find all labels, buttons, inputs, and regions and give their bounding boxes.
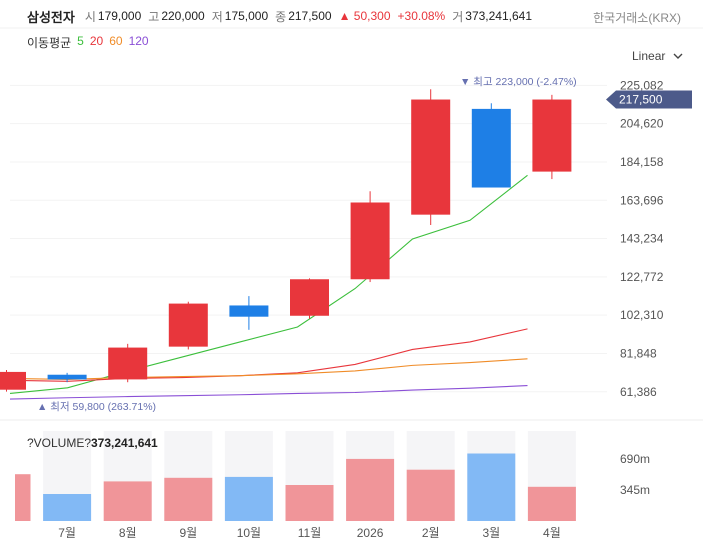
ma-legend[interactable]: 이동평균 5 20 60 120	[27, 34, 149, 51]
volume-tick-label: 345m	[620, 483, 650, 497]
price-header: 삼성전자 시 179,000 고 220,000 저 175,000 종 217…	[27, 7, 539, 25]
change-percent: +30.08%	[397, 9, 446, 23]
candle-body	[47, 374, 87, 380]
ma-legend-60[interactable]: 60	[109, 34, 123, 48]
x-tick-label: 10월	[237, 526, 261, 540]
y-tick-label: 204,620	[620, 117, 664, 131]
open-label: 시	[84, 9, 96, 24]
low-annotation: ▲ 최저 59,800 (263.71%)	[37, 401, 156, 413]
low-value: 175,000	[224, 9, 269, 23]
high-annotation: ▼ 최고 223,000 (-2.47%)	[460, 76, 577, 88]
candle-body	[532, 99, 572, 172]
high-value: 220,000	[161, 9, 205, 23]
volume-bar	[43, 494, 92, 521]
ma-legend-120[interactable]: 120	[128, 34, 149, 48]
volume-bar	[164, 477, 213, 521]
x-tick-label: 11월	[298, 526, 322, 540]
last-price-label: 217,500	[619, 93, 663, 107]
volume-bar	[346, 458, 395, 521]
chevron-down-icon	[673, 53, 683, 59]
x-tick-label: 2026	[357, 526, 384, 540]
candle-body	[290, 279, 329, 316]
scale-dropdown-label: Linear	[632, 49, 666, 63]
candle-body	[108, 347, 148, 380]
y-tick-label: 163,696	[620, 193, 664, 207]
volume-bar	[103, 481, 152, 521]
volume-bar	[224, 476, 273, 521]
candle-body	[168, 303, 208, 347]
volume-bar	[467, 453, 516, 521]
candle-body	[0, 371, 26, 390]
candle-body	[350, 202, 390, 280]
ma-line-ma120	[9, 385, 528, 400]
open-value: 179,000	[97, 9, 142, 23]
ma-line-ma60	[9, 358, 528, 380]
close-value: 217,500	[288, 9, 332, 23]
volume-value: 373,241,641	[465, 9, 533, 23]
ma-legend-20[interactable]: 20	[89, 34, 104, 48]
volume-pane-label: ?VOLUME?	[27, 436, 91, 450]
volume-bar	[527, 486, 576, 521]
volume-label: 거	[452, 9, 464, 24]
volume-bar	[285, 485, 334, 521]
low-label: 저	[211, 9, 223, 24]
stock-name: 삼성전자	[27, 9, 75, 25]
volume-bar	[15, 474, 31, 521]
y-tick-label: 81,848	[620, 346, 657, 360]
change-value: ▲ 50,300	[338, 9, 391, 23]
x-tick-label: 8월	[119, 526, 137, 540]
y-tick-label: 143,234	[620, 232, 664, 246]
volume-tick-label: 690m	[620, 452, 650, 466]
y-tick-label: 102,310	[620, 308, 664, 322]
candle-body	[229, 305, 269, 317]
candle-body	[471, 108, 511, 188]
x-tick-label: 2월	[422, 526, 440, 540]
x-tick-label: 9월	[179, 526, 197, 540]
y-tick-label: 225,082	[620, 78, 664, 92]
high-label: 고	[148, 9, 160, 24]
y-tick-label: 122,772	[620, 270, 664, 284]
x-tick-label: 3월	[482, 526, 500, 540]
scale-dropdown[interactable]: Linear	[632, 49, 683, 63]
volume-bar	[406, 469, 455, 521]
ma-legend-title: 이동평균	[27, 36, 72, 50]
y-tick-label: 61,386	[620, 385, 657, 399]
y-tick-label: 184,158	[620, 155, 664, 169]
exchange-name: 한국거래소(KRX)	[593, 11, 681, 25]
volume-pane-value: 373,241,641	[91, 436, 158, 450]
x-tick-label: 7월	[58, 526, 76, 540]
close-label: 종	[275, 9, 287, 24]
ma-line-ma20	[9, 328, 528, 382]
candle-body	[411, 99, 451, 215]
ma-legend-5[interactable]: 5	[77, 34, 84, 48]
x-tick-label: 4월	[543, 526, 561, 540]
last-price-tag	[606, 90, 692, 109]
